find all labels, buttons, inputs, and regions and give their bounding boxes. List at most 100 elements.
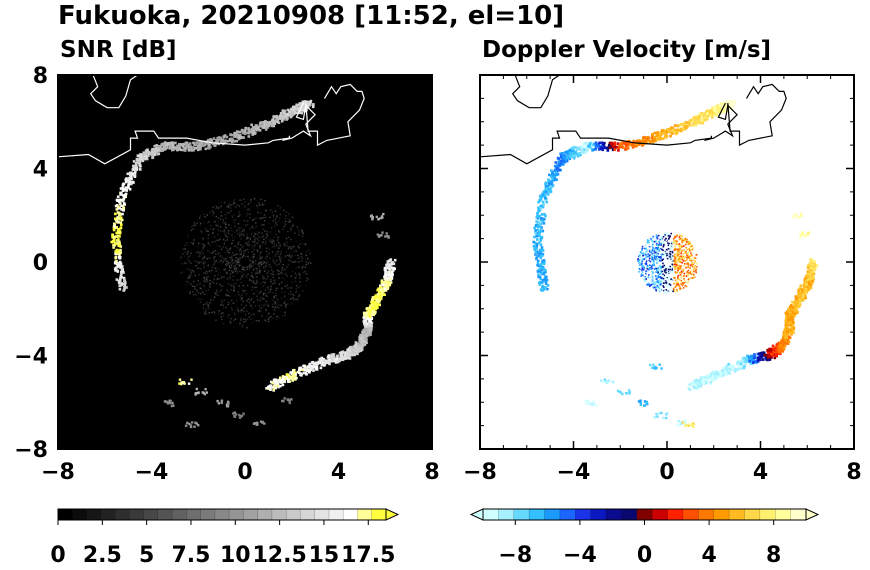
clutter-pixel	[255, 276, 257, 278]
echo-pixel	[235, 139, 239, 143]
clutter-pixel	[646, 284, 649, 286]
echo-pixel	[369, 307, 373, 311]
clutter-pixel	[231, 257, 233, 260]
clutter-pixel	[300, 274, 302, 276]
clutter-pixel	[652, 240, 654, 243]
echo-pixel	[150, 153, 153, 157]
echo-pixel	[118, 235, 121, 238]
clutter-pixel	[680, 265, 683, 267]
clutter-pixel	[211, 252, 213, 254]
clutter-pixel	[291, 261, 293, 264]
echo-pixel	[647, 136, 650, 139]
echo-pixel	[543, 194, 546, 198]
clutter-pixel	[272, 306, 274, 308]
clutter-pixel	[224, 214, 226, 216]
clutter-pixel	[661, 280, 664, 283]
clutter-pixel	[687, 241, 689, 244]
clutter-pixel	[665, 281, 667, 283]
clutter-pixel	[297, 297, 300, 300]
clutter-pixel	[653, 256, 656, 259]
echo-pixel	[269, 386, 273, 389]
clutter-pixel	[657, 252, 660, 255]
echo-pixel	[628, 142, 632, 146]
clutter-pixel	[276, 239, 279, 242]
echo-pixel	[112, 239, 115, 243]
echo-pixel	[730, 105, 733, 109]
clutter-pixel	[651, 256, 654, 259]
echo-pixel	[233, 135, 236, 138]
clutter-pixel	[287, 263, 289, 266]
clutter-pixel	[224, 234, 227, 236]
clutter-pixel	[658, 250, 660, 252]
echo-pixel	[141, 153, 144, 156]
clutter-pixel	[262, 294, 265, 296]
clutter-pixel	[668, 290, 671, 292]
clutter-pixel	[250, 275, 252, 278]
clutter-pixel	[264, 262, 266, 264]
clutter-pixel	[265, 300, 268, 303]
clutter-pixel	[227, 206, 229, 208]
echo-pixel	[611, 145, 615, 149]
clutter-pixel	[280, 250, 282, 253]
echo-pixel	[367, 323, 371, 326]
clutter-pixel	[218, 252, 220, 254]
clutter-pixel	[203, 272, 205, 274]
clutter-pixel	[668, 270, 670, 273]
clutter-pixel	[249, 213, 251, 215]
echo-pixel	[566, 154, 570, 158]
clutter-pixel	[656, 250, 658, 253]
clutter-pixel	[204, 281, 206, 283]
clutter-pixel	[265, 295, 268, 297]
clutter-pixel	[205, 280, 207, 283]
clutter-pixel	[666, 232, 668, 235]
echo-pixel	[619, 144, 623, 147]
clutter-pixel	[649, 285, 651, 287]
clutter-pixel	[686, 271, 689, 273]
echo-pixel	[153, 150, 157, 153]
clutter-pixel	[279, 217, 281, 219]
clutter-pixel	[243, 233, 245, 235]
echo-pixel	[295, 103, 299, 107]
echo-pixel	[642, 136, 645, 139]
clutter-pixel	[247, 241, 249, 244]
echo-pixel	[271, 119, 274, 123]
x-tick-label: −8	[41, 460, 75, 485]
echo-pixel	[243, 132, 247, 135]
clutter-pixel	[656, 255, 659, 257]
clutter-pixel	[259, 310, 262, 312]
echo-pixel	[221, 138, 224, 142]
clutter-pixel	[250, 274, 252, 276]
echo-pixel	[541, 200, 545, 204]
clutter-pixel	[215, 293, 217, 295]
clutter-pixel	[652, 283, 655, 285]
clutter-pixel	[220, 211, 222, 213]
clutter-pixel	[673, 249, 676, 251]
clutter-pixel	[272, 239, 275, 241]
clutter-pixel	[686, 248, 689, 251]
clutter-pixel	[284, 300, 286, 303]
echo-pixel	[238, 130, 241, 134]
clutter-pixel	[243, 269, 246, 271]
clutter-pixel	[278, 263, 280, 265]
echo-pixel	[386, 276, 389, 280]
echo-pixel	[368, 310, 372, 314]
clutter-pixel	[641, 249, 643, 251]
echo-pixel	[256, 421, 259, 424]
clutter-pixel	[266, 260, 269, 262]
clutter-pixel	[289, 298, 292, 300]
clutter-pixel	[212, 209, 214, 212]
echo-pixel	[543, 196, 547, 200]
echo-pixel	[166, 402, 169, 405]
clutter-pixel	[202, 260, 204, 263]
clutter-pixel	[686, 274, 688, 276]
clutter-pixel	[192, 285, 194, 287]
echo-pixel	[611, 142, 615, 146]
clutter-pixel	[688, 243, 690, 245]
clutter-pixel	[243, 290, 245, 292]
echo-pixel	[121, 194, 125, 197]
clutter-pixel	[639, 264, 641, 266]
clutter-pixel	[304, 266, 307, 268]
clutter-pixel	[279, 257, 281, 259]
echo-pixel	[535, 242, 539, 246]
echo-pixel	[169, 144, 172, 148]
